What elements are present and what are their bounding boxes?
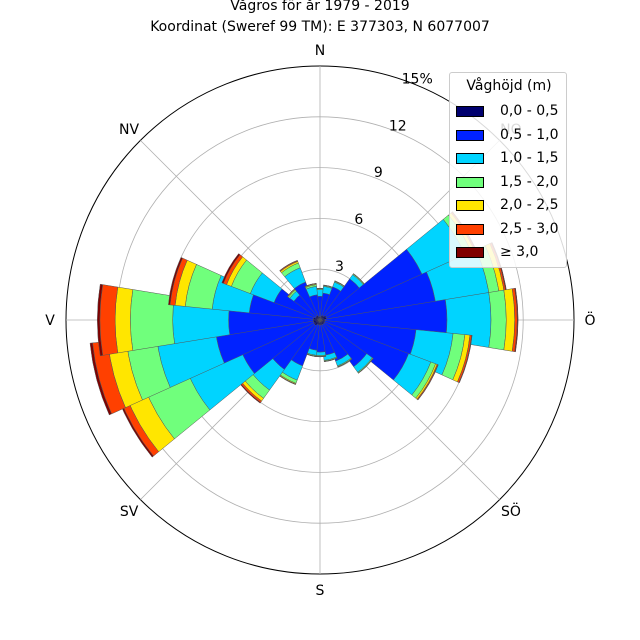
radial-tick-label: 3: [335, 259, 344, 275]
legend-swatch: [456, 247, 484, 258]
rose-segment: [458, 334, 473, 384]
rose-segment: [221, 253, 241, 284]
legend-label: 0,5 - 1,0: [500, 126, 559, 143]
legend-label: 0,0 - 0,5: [500, 103, 559, 119]
radial-tick-label: 15%: [402, 71, 433, 87]
radial-tick-label: 9: [374, 165, 383, 181]
rose-segment: [357, 357, 374, 374]
rose-segment: [304, 282, 317, 287]
rose-segment: [514, 287, 519, 353]
legend-swatch: [456, 176, 484, 188]
direction-label: N: [315, 43, 325, 59]
legend-swatch: [456, 153, 484, 164]
rose-segment: [488, 289, 507, 351]
legend-label: 1,5 - 2,0: [500, 173, 559, 190]
radial-tick-label: 12: [389, 118, 407, 134]
legend-swatch: [456, 200, 484, 211]
legend-label: 2,0 - 2,5: [500, 197, 559, 213]
legend-label: 2,5 - 3,0: [500, 220, 559, 237]
legend-swatch: [456, 223, 484, 235]
radial-tick-label: 6: [354, 212, 363, 228]
grid-spoke: [140, 140, 321, 321]
direction-label: SÖ: [501, 502, 521, 520]
legend-label: 1,0 - 1,5: [500, 150, 559, 166]
direction-label: Ö: [584, 311, 595, 329]
rose-segment: [279, 259, 298, 272]
chart-title: Vågros för år 1979 - 2019: [230, 0, 410, 14]
wave-rose-bars: [89, 211, 519, 458]
rose-segment: [114, 286, 134, 354]
direction-label: NV: [119, 122, 139, 138]
rose-segment: [89, 342, 112, 416]
legend-label: ≥ 3,0: [500, 244, 539, 260]
rose-segment: [337, 358, 353, 368]
legend: Våghöjd (m) 0,0 - 0,5 0,5 - 1,0 1,0 - 1,5 1…: [449, 72, 567, 268]
chart-subtitle: Koordinat (Sweref 99 TM): E 377303, N 60…: [150, 19, 490, 35]
legend-swatch: [456, 129, 484, 141]
legend-title: Våghöjd (m): [466, 78, 552, 94]
radial-tick-labels: 3 6 9 12 15%: [335, 71, 433, 275]
legend-swatch: [456, 106, 484, 117]
rose-segment: [130, 289, 175, 351]
direction-label: SV: [120, 504, 139, 520]
rose-segment: [168, 257, 183, 306]
direction-label: S: [316, 583, 325, 599]
rose-segment: [99, 284, 119, 356]
rose-segment: [417, 364, 439, 401]
rose-segment: [97, 283, 104, 357]
direction-label: V: [45, 313, 55, 329]
rose-segment: [323, 357, 338, 363]
